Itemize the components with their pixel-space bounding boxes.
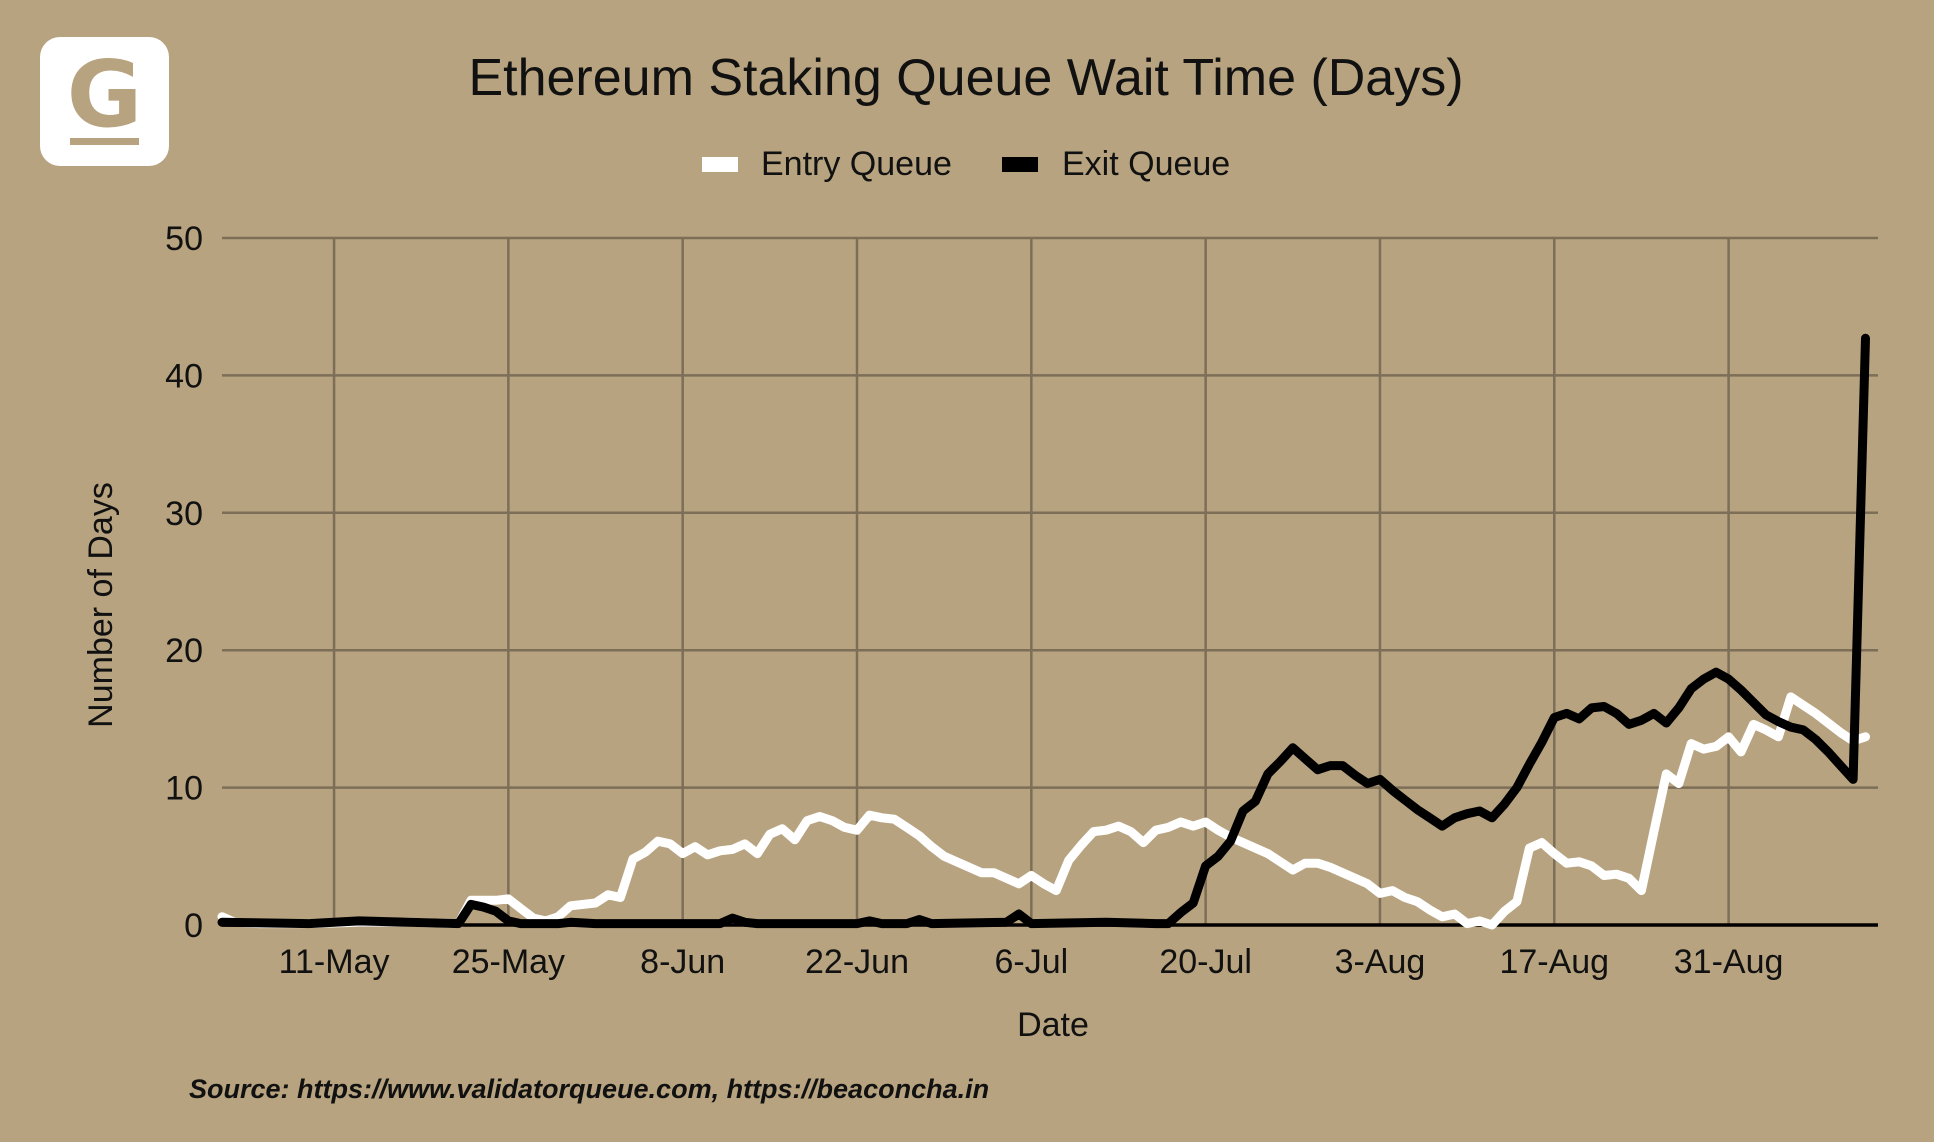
x-tick-label: 6-Jul xyxy=(994,943,1068,981)
x-tick-label: 11-May xyxy=(279,943,390,981)
y-tick-label: 30 xyxy=(165,495,203,533)
series-line-entry-queue xyxy=(217,692,1870,930)
x-tick-label: 31-Aug xyxy=(1674,943,1784,981)
y-tick-label: 20 xyxy=(165,632,203,670)
legend-label-entry: Entry Queue xyxy=(761,145,952,183)
legend-label-exit: Exit Queue xyxy=(1062,145,1230,183)
grid xyxy=(222,236,1878,927)
x-tick-label: 3-Aug xyxy=(1335,943,1426,981)
logo-letter: G xyxy=(66,41,143,148)
x-tick-label: 25-May xyxy=(452,943,565,981)
y-axis-title: Number of Days xyxy=(82,482,120,728)
y-axis-ticks: 0 10 20 30 40 50 xyxy=(165,220,203,945)
y-tick-label: 40 xyxy=(165,357,203,395)
source-note: Source: https://www.validatorqueue.com, … xyxy=(189,1074,990,1104)
legend-swatch-exit xyxy=(1002,157,1038,172)
series-line-exit-queue xyxy=(217,333,1870,929)
y-tick-label: 50 xyxy=(165,220,203,258)
x-axis-ticks: 11-May 25-May 8-Jun 22-Jun 6-Jul 20-Jul 3-Aug 1… xyxy=(279,943,1784,981)
x-tick-label: 8-Jun xyxy=(640,943,725,981)
legend: Entry Queue Exit Queue xyxy=(702,145,1230,183)
brand-logo: G xyxy=(40,37,169,166)
chart-title: Ethereum Staking Queue Wait Time (Days) xyxy=(468,49,1463,107)
x-axis-title: Date xyxy=(1017,1006,1089,1044)
y-tick-label: 0 xyxy=(184,907,203,945)
x-tick-label: 20-Jul xyxy=(1159,943,1252,981)
x-tick-label: 17-Aug xyxy=(1499,943,1609,981)
logo-underline xyxy=(70,138,139,145)
x-tick-label: 22-Jun xyxy=(805,943,909,981)
y-tick-label: 10 xyxy=(165,770,203,808)
legend-swatch-entry xyxy=(702,157,738,172)
series-lines xyxy=(217,333,1870,930)
